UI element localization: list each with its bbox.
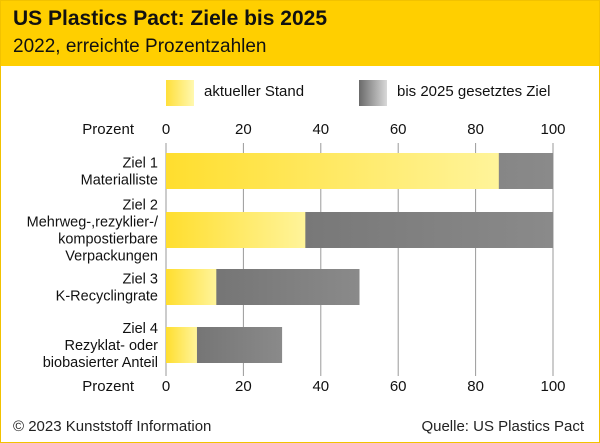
category-label-1-line-2: Materialliste (81, 173, 158, 189)
legend-swatch-current (166, 80, 194, 106)
axis-label-bottom: Prozent (82, 378, 135, 395)
tick-label-bottom-100: 100 (540, 378, 565, 395)
category-label-2-line-1: Ziel 2 (123, 198, 158, 214)
tick-label-bottom-80: 80 (467, 378, 484, 395)
category-label-1-line-1: Ziel 1 (123, 156, 158, 172)
category-label-4-line-2: Rezyklat- oder (65, 338, 159, 354)
tick-label-top-0: 0 (162, 121, 170, 138)
tick-label-bottom-20: 20 (235, 378, 252, 395)
legend-swatch-target (359, 80, 387, 106)
legend-label-target: bis 2025 gesetztes Ziel (397, 83, 551, 100)
bar-current-2 (166, 212, 306, 248)
tick-label-bottom-60: 60 (390, 378, 407, 395)
tick-label-top-20: 20 (235, 121, 252, 138)
tick-label-top-60: 60 (390, 121, 407, 138)
category-label-4-line-3: biobasierter Anteil (43, 355, 158, 371)
bar-chart: Prozent Prozent 0 0 20 20 40 40 60 60 80 80 100 100 Zi… (27, 121, 566, 395)
category-label-3-line-2: K-Recyclingrate (56, 289, 158, 305)
tick-label-top-40: 40 (312, 121, 329, 138)
footer-copyright: © 2023 Kunststoff Information (13, 418, 212, 435)
category-label-2-line-2: Mehrweg-,rezyklier-/ (27, 215, 159, 231)
footer-source: Quelle: US Plastics Pact (421, 418, 584, 435)
category-label-3-line-1: Ziel 3 (123, 272, 158, 288)
header-banner: US Plastics Pact: Ziele bis 2025 2022, e… (1, 1, 599, 66)
chart-subtitle: 2022, erreichte Prozentzahlen (13, 36, 267, 57)
tick-label-top-80: 80 (467, 121, 484, 138)
bar-current-1 (166, 153, 499, 189)
category-label-2-line-4: Verpackungen (65, 249, 158, 265)
tick-label-bottom-0: 0 (162, 378, 170, 395)
legend-label-current: aktueller Stand (204, 83, 305, 100)
tick-label-top-100: 100 (540, 121, 565, 138)
bar-current-4 (166, 327, 197, 363)
category-label-4-line-1: Ziel 4 (123, 321, 158, 337)
category-label-2-line-3: kompostierbare (58, 232, 158, 248)
bar-current-3 (166, 269, 217, 305)
chart-title: US Plastics Pact: Ziele bis 2025 (13, 7, 327, 30)
axis-label-top: Prozent (82, 121, 135, 138)
tick-label-bottom-40: 40 (312, 378, 329, 395)
